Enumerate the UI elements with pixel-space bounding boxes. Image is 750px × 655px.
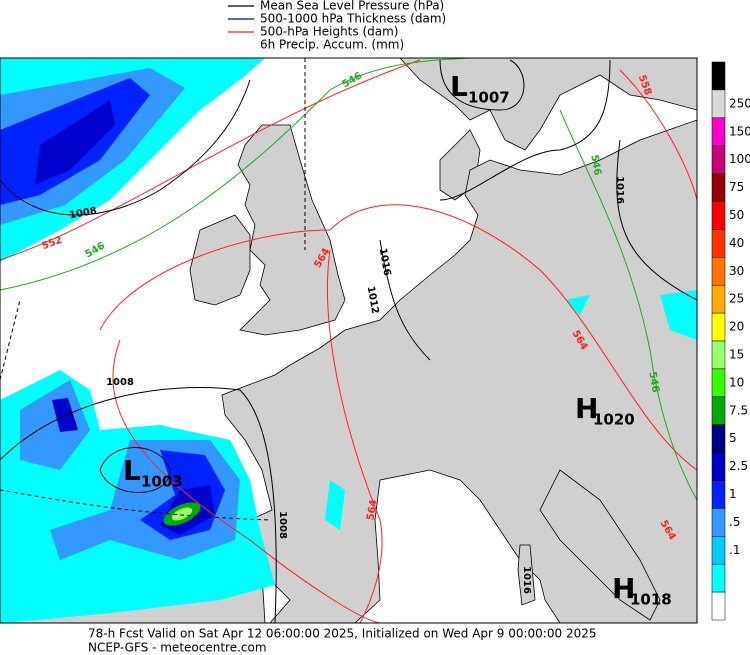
colorbar-band	[711, 563, 726, 593]
pressure-center-letter: H	[612, 572, 635, 605]
pressure-center-value: 1007	[468, 89, 510, 107]
pressure-center-letter: L	[450, 70, 468, 103]
colorbar-label: 50	[729, 208, 744, 222]
pressure-center-value: 1020	[593, 411, 635, 429]
colorbar-band	[711, 284, 726, 314]
colorbar-label: 25	[729, 292, 744, 306]
contour-label: 546	[646, 371, 660, 394]
colorbar-label: 250	[729, 96, 750, 110]
contour-label: 564	[365, 499, 379, 522]
colorbar-label: 20	[729, 320, 744, 334]
colorbar-label: 100	[729, 152, 750, 166]
colorbar-band	[711, 173, 726, 202]
colorbar-band	[711, 201, 726, 230]
colorbar-label: 150	[729, 124, 750, 138]
footer-text: NCEP-GFS - meteocentre.com	[88, 641, 267, 655]
legend-label: 500-1000 hPa Thickness (dam)	[260, 12, 446, 26]
colorbar-band	[711, 368, 726, 398]
colorbar-label: 15	[729, 347, 744, 361]
contour-label: 1008	[106, 377, 134, 388]
precipitation	[0, 58, 697, 623]
colorbar-band	[711, 508, 726, 537]
pressure-center-value: 1003	[141, 473, 183, 491]
map-frame	[0, 57, 698, 624]
colorbar-band	[711, 89, 726, 119]
legend-label: Mean Sea Level Pressure (hPa)	[260, 0, 444, 13]
colorbar-label: 5	[729, 431, 737, 445]
contour-label: 546	[588, 154, 602, 177]
colorbar-label: 75	[729, 180, 744, 194]
contour-label: 1008	[277, 511, 288, 539]
footer-text: 78-h Fcst Valid on Sat Apr 12 06:00:00 2…	[88, 627, 596, 641]
colorbar-band	[711, 145, 726, 174]
colorbar-band	[711, 340, 726, 370]
pressure-center-value: 1018	[630, 591, 672, 609]
colorbar-band	[711, 452, 726, 481]
colorbar-band	[711, 480, 726, 509]
pressure-center-letter: H	[575, 392, 598, 425]
contour-label: 1016	[614, 176, 625, 204]
colorbar-label: 7.5	[729, 403, 748, 417]
colorbar-label: 30	[729, 264, 744, 278]
colorbar-band	[711, 591, 726, 621]
colorbar-label: 1	[729, 487, 737, 501]
contour-label: 1016	[377, 247, 393, 276]
colorbar-label: 10	[729, 375, 744, 389]
colorbar-band	[711, 424, 726, 453]
colorbar-band	[711, 396, 726, 425]
contour-label: 1012	[365, 285, 381, 314]
colorbar-band	[711, 257, 726, 286]
legend-label: 6h Precip. Accum. (mm)	[260, 38, 404, 52]
legend-label: 500-hPa Heights (dam)	[260, 25, 398, 39]
colorbar-band	[711, 536, 726, 565]
contours	[0, 58, 697, 623]
pressure-center-letter: L	[123, 454, 141, 487]
contour-label: 1016	[521, 566, 532, 594]
colorbar-band	[711, 61, 726, 91]
colorbar-label: .1	[729, 543, 740, 557]
colorbar-label: 40	[729, 236, 744, 250]
colorbar-band	[711, 117, 726, 146]
colorbar-label: 2.5	[729, 459, 748, 473]
contour-label: 1008	[68, 206, 97, 222]
colorbar-label: .5	[729, 515, 740, 529]
colorbar-band	[711, 229, 726, 258]
colorbar-band	[711, 312, 726, 342]
